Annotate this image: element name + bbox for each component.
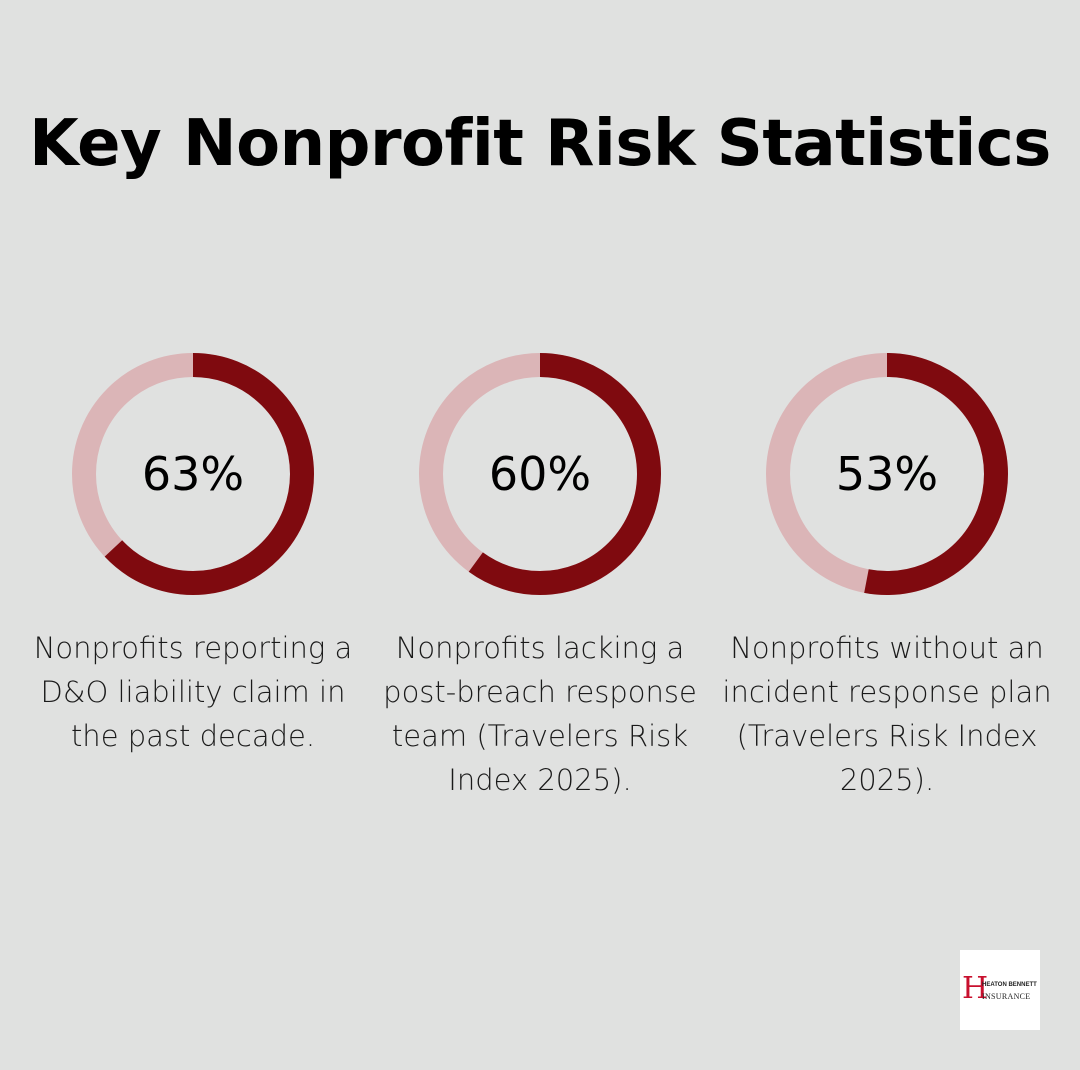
company-logo: H HEATON BENNETT INSURANCE [960,950,1040,1030]
donut-chart: 60% [419,353,661,595]
page-title: Key Nonprofit Risk Statistics [29,107,1051,181]
donut-svg [419,353,661,595]
stat-value: 60% [488,447,592,501]
logo-line-2: INSURANCE [982,992,1031,1001]
logo-line-1: HEATON BENNETT [982,982,1037,988]
donut-chart: 53% [766,353,1008,595]
logo-mark: H [962,971,989,1006]
stat-value: 53% [835,447,939,501]
stat-description: Nonprofits without an incident response … [722,631,1052,797]
donut-chart: 63% [72,353,314,595]
donut-svg [766,353,1008,595]
donut-svg [72,353,314,595]
stat-description: Nonprofits lacking a post-breach respons… [383,631,697,797]
stat-value: 63% [141,447,245,501]
stat-description: Nonprofits reporting a D&O liability cla… [33,631,353,753]
